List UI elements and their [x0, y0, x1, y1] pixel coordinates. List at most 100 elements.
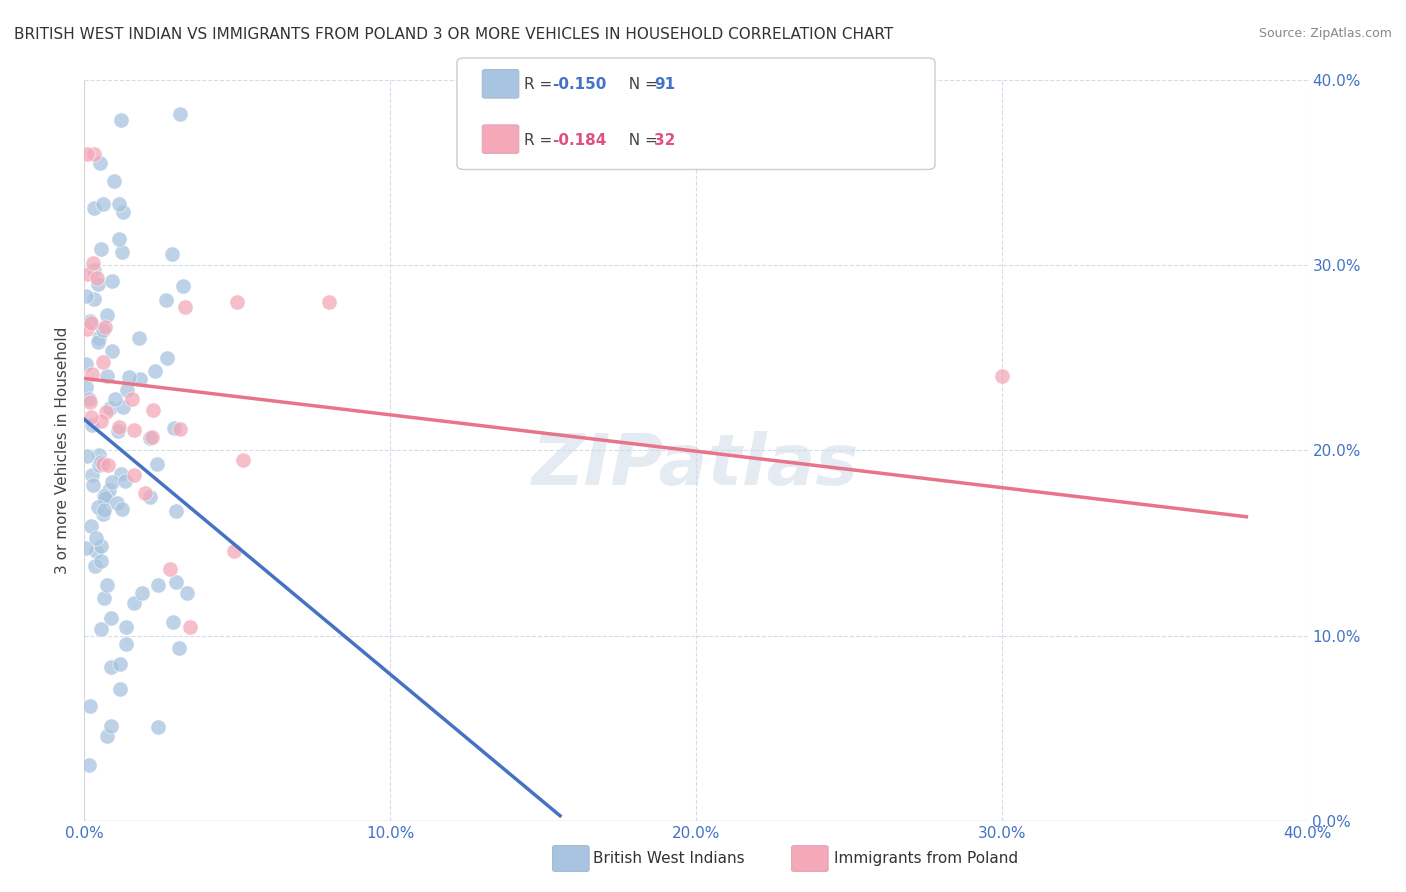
Point [143, 364, 166, 378]
Point [159, 562, 181, 576]
Point [115, 383, 138, 397]
Point [129, 372, 152, 386]
Point [107, 424, 129, 438]
Point [89, 156, 111, 170]
Point [75, 357, 97, 371]
Point [94, 319, 117, 334]
Point [87, 458, 110, 472]
Point [79, 395, 101, 409]
Point [91, 323, 114, 337]
Point [76, 449, 98, 463]
Point [118, 370, 141, 384]
Text: Source: ZipAtlas.com: Source: ZipAtlas.com [1258, 27, 1392, 40]
Point [82, 367, 104, 381]
Point [155, 293, 177, 308]
Point [83, 559, 105, 574]
Point [991, 369, 1014, 384]
Point [82, 256, 104, 270]
Point [96, 578, 118, 592]
Point [146, 578, 169, 592]
Point [93, 591, 115, 606]
Point [122, 423, 145, 437]
Point [87, 330, 110, 344]
Point [83, 262, 105, 277]
Point [122, 597, 145, 611]
Point [75, 379, 97, 393]
Text: BRITISH WEST INDIAN VS IMMIGRANTS FROM POLAND 3 OR MORE VEHICLES IN HOUSEHOLD CO: BRITISH WEST INDIAN VS IMMIGRANTS FROM P… [14, 27, 893, 42]
Point [111, 502, 134, 516]
Point [108, 197, 131, 211]
Point [96, 369, 118, 384]
Point [77, 758, 100, 772]
Point [179, 620, 201, 634]
Point [104, 392, 127, 406]
Point [83, 292, 105, 306]
Point [83, 147, 105, 161]
Point [121, 392, 143, 406]
Point [318, 295, 340, 310]
Point [101, 274, 124, 288]
Text: 91: 91 [654, 78, 675, 92]
Point [90, 554, 112, 568]
Point [80, 409, 103, 424]
Point [100, 660, 122, 674]
Point [139, 430, 162, 444]
Text: -0.184: -0.184 [553, 134, 607, 148]
Point [134, 486, 156, 500]
Point [108, 419, 131, 434]
Point [131, 586, 153, 600]
Point [114, 637, 136, 651]
Point [84, 531, 107, 545]
Point [91, 355, 114, 369]
Point [93, 489, 115, 503]
Point [110, 113, 132, 128]
Y-axis label: 3 or more Vehicles in Household: 3 or more Vehicles in Household [55, 326, 70, 574]
Point [100, 611, 122, 625]
Point [111, 245, 134, 260]
Point [90, 243, 112, 257]
Point [124, 468, 146, 483]
Point [76, 268, 98, 282]
Point [75, 289, 97, 303]
Point [108, 681, 131, 696]
Point [87, 335, 110, 350]
Point [226, 295, 249, 310]
Point [87, 277, 110, 291]
Text: ZIPatlas: ZIPatlas [533, 431, 859, 500]
Point [94, 491, 117, 505]
Point [101, 343, 124, 358]
Point [105, 496, 128, 510]
Point [100, 719, 122, 733]
Point [90, 539, 112, 553]
Point [98, 401, 121, 415]
Point [108, 657, 131, 671]
Point [90, 414, 112, 428]
Point [141, 430, 163, 444]
Point [80, 316, 103, 330]
Point [114, 474, 136, 488]
Point [103, 174, 125, 188]
Point [84, 544, 107, 558]
Point [232, 453, 254, 467]
Point [174, 301, 197, 315]
Point [86, 500, 108, 514]
Point [128, 331, 150, 345]
Point [112, 400, 135, 414]
Point [91, 508, 114, 522]
Point [162, 615, 184, 629]
Text: British West Indians: British West Indians [593, 851, 745, 865]
Point [142, 402, 165, 417]
Point [83, 201, 105, 215]
Text: N =: N = [619, 134, 662, 148]
Point [110, 467, 132, 481]
Point [222, 544, 245, 558]
Text: 32: 32 [654, 134, 675, 148]
Point [114, 620, 136, 634]
Point [97, 458, 120, 473]
Point [91, 457, 114, 471]
Point [76, 321, 98, 335]
Text: N =: N = [619, 78, 662, 92]
Point [101, 475, 124, 489]
Point [79, 698, 101, 713]
Point [82, 467, 104, 482]
